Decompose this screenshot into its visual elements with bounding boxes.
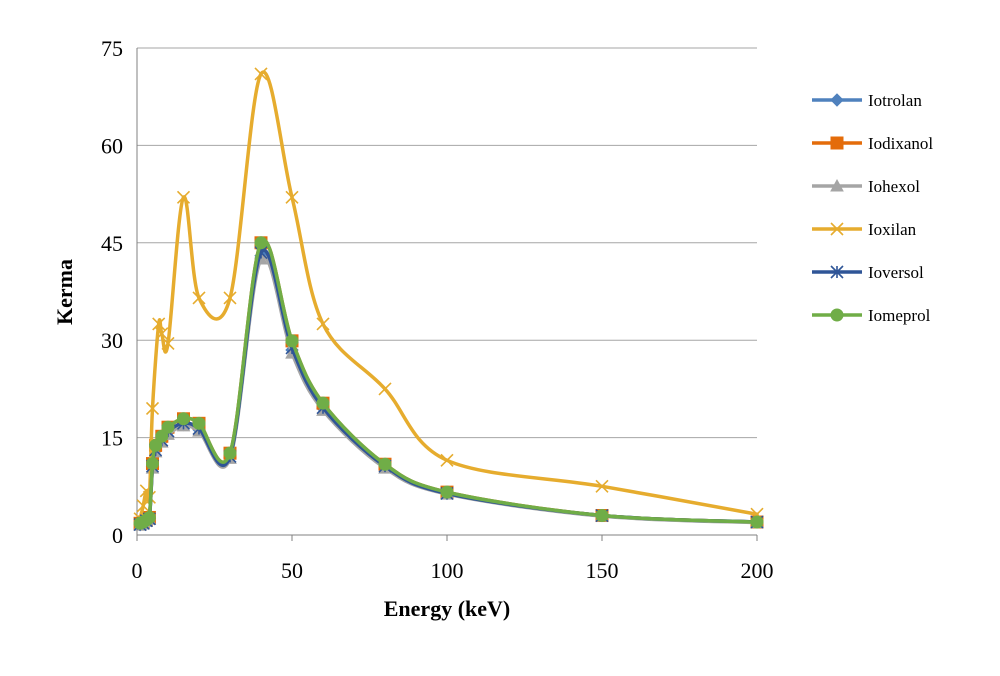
series-iomeprol (133, 236, 764, 530)
data-point-marker (155, 429, 169, 443)
y-axis-title: Kerma (52, 259, 77, 325)
x-axis-title: Energy (keV) (384, 596, 510, 621)
data-point-marker (316, 396, 330, 410)
data-point-marker (177, 412, 190, 426)
legend-item-iomeprol: Iomeprol (812, 306, 931, 325)
data-point-marker (192, 416, 206, 430)
legend-label: Ioversol (868, 263, 924, 282)
legend-swatch-marker (830, 222, 844, 236)
data-point-marker (285, 334, 299, 348)
data-point-marker (440, 453, 454, 467)
x-tick-label: 150 (586, 558, 619, 583)
data-point-marker (378, 457, 392, 471)
y-tick-label: 0 (112, 523, 123, 548)
y-tick-label: 45 (101, 231, 123, 256)
legend-label: Iohexol (868, 177, 920, 196)
series-iodixanol (133, 236, 764, 530)
legend-label: Iodixanol (868, 134, 933, 153)
legend-label: Ioxilan (868, 220, 917, 239)
x-tick-label: 100 (431, 558, 464, 583)
x-tick-label: 50 (281, 558, 303, 583)
legend-swatch-marker (830, 178, 844, 192)
data-point-marker (142, 510, 156, 524)
data-point-marker (316, 317, 330, 331)
legend-item-ioversol: Ioversol (812, 263, 924, 282)
data-point-marker (149, 438, 163, 452)
data-point-marker (750, 515, 764, 529)
legend-item-iotrolan: Iotrolan (812, 91, 922, 110)
series-line (138, 254, 759, 528)
y-tick-label: 60 (101, 133, 123, 158)
legend-swatch-marker (830, 265, 844, 279)
data-point-marker (378, 382, 392, 396)
data-point-marker (161, 336, 175, 351)
legend-label: Iomeprol (868, 306, 931, 325)
grid (137, 47, 757, 439)
legend-swatch-marker (830, 136, 844, 150)
series-layer (133, 67, 764, 532)
data-point-marker (595, 479, 609, 493)
axes: 0 15 30 45 60 75 0 50 100 150 200 (101, 36, 774, 583)
data-point-marker (595, 509, 609, 523)
data-point-marker (254, 236, 268, 250)
data-point-marker (254, 67, 268, 81)
data-point-marker (152, 317, 166, 331)
x-tick-label: 200 (741, 558, 774, 583)
y-tick-label: 75 (101, 36, 123, 61)
data-point-marker (440, 485, 454, 499)
series-line (138, 238, 759, 526)
data-point-marker (223, 446, 237, 460)
legend-swatch-marker (830, 308, 844, 322)
legend-item-ioxilan: Ioxilan (812, 220, 917, 239)
data-point-marker (145, 401, 160, 415)
data-point-marker (285, 190, 299, 204)
data-point-marker (155, 327, 169, 341)
legend-label: Iotrolan (868, 91, 922, 110)
data-point-marker (192, 291, 206, 305)
y-tick-label: 15 (101, 426, 123, 451)
legend-item-iodixanol: Iodixanol (812, 134, 933, 153)
data-point-marker (146, 457, 159, 471)
data-point-marker (136, 499, 150, 513)
legend-item-iohexol: Iohexol (812, 177, 920, 196)
y-tick-label: 30 (101, 328, 123, 353)
legend: Iotrolan Iodixanol Iohexol Ioxilan Ioversol I… (812, 91, 933, 325)
data-point-marker (176, 190, 191, 204)
data-point-marker (223, 291, 237, 305)
x-tick-label: 0 (132, 558, 143, 583)
legend-swatch-marker (830, 93, 844, 107)
data-point-marker (161, 420, 175, 434)
